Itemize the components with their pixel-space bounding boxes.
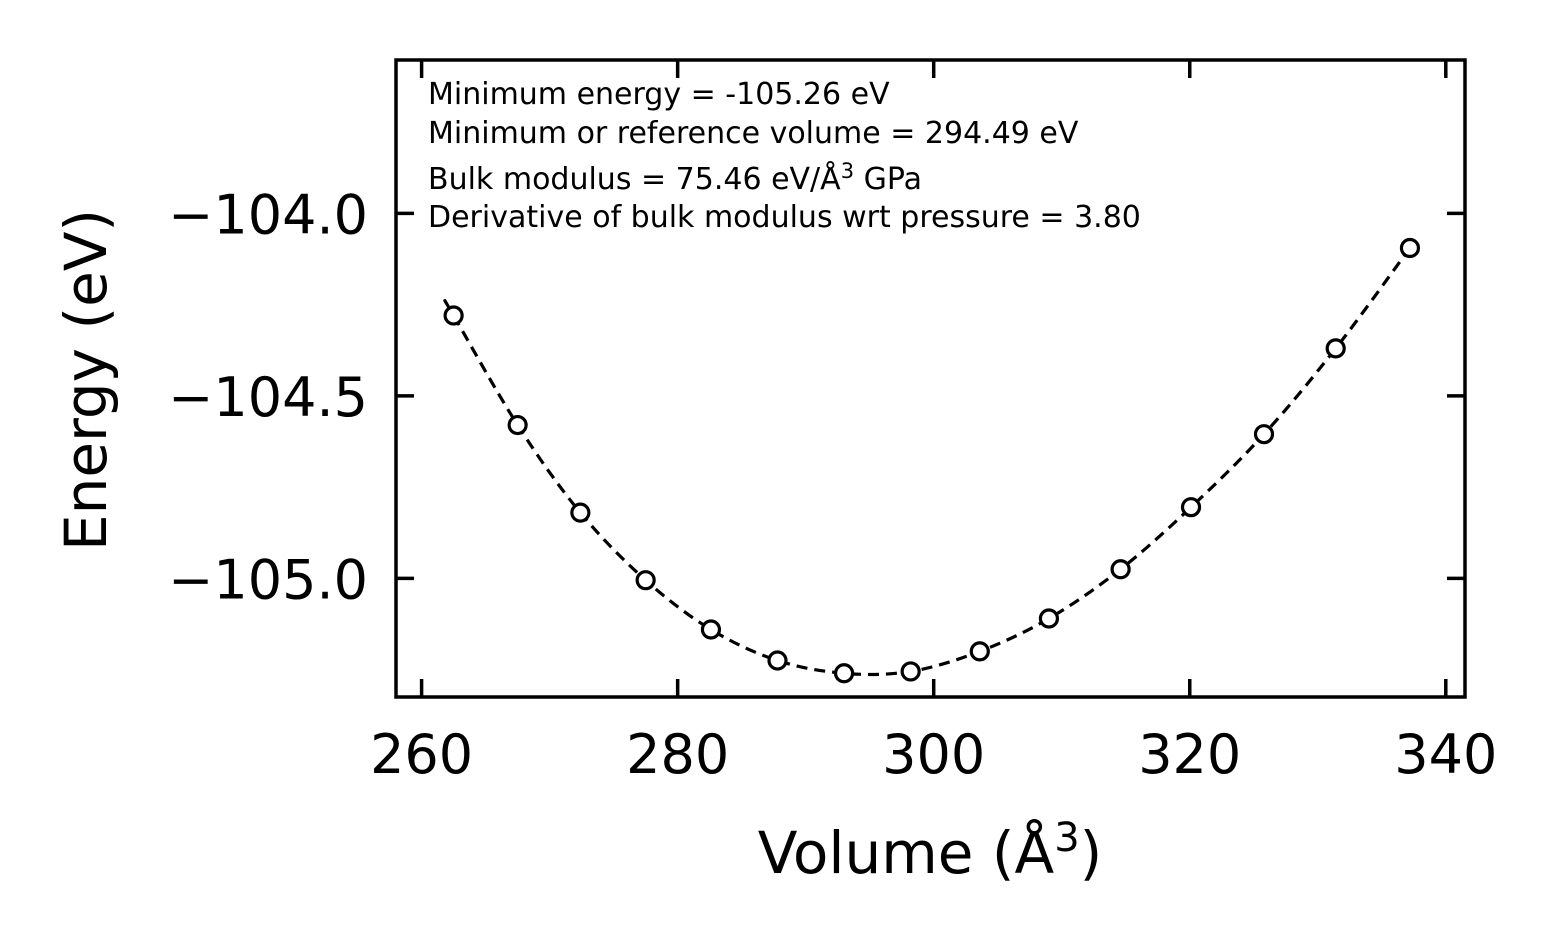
y-axis-label: Energy (eV) — [52, 209, 120, 551]
annotation-bulk-modulus-text: Bulk modulus = 75.46 eV/Å — [428, 161, 841, 197]
data-point — [635, 570, 656, 591]
annotation-bulk-modulus-unit: GPa — [854, 162, 922, 197]
data-point — [969, 641, 990, 662]
annotation-derivative: Derivative of bulk modulus wrt pressure … — [428, 200, 1141, 235]
data-point — [1110, 559, 1131, 580]
x-tick-label: 320 — [1138, 723, 1241, 786]
data-point — [1038, 608, 1060, 629]
annotation-min-volume: Minimum or reference volume = 294.49 eV — [428, 116, 1079, 151]
x-axis-label-suffix: ) — [1080, 819, 1103, 887]
data-point — [1180, 497, 1202, 518]
data-point — [507, 414, 528, 436]
y-axis-ticks: −104.0 −104.5 −105.0 — [168, 183, 1465, 611]
x-axis-label-text: Volume (Å — [758, 818, 1055, 887]
data-point — [700, 619, 722, 640]
data-point — [1399, 237, 1421, 259]
y-tick-label: −104.5 — [168, 366, 368, 429]
annotation-bulk-modulus-sup: 3 — [841, 159, 854, 183]
x-axis-label-sup: 3 — [1054, 815, 1079, 861]
x-axis-label: Volume (Å3) — [758, 815, 1103, 887]
data-point — [767, 650, 788, 671]
data-point — [833, 663, 855, 684]
x-tick-label: 260 — [370, 723, 473, 786]
y-tick-label: −105.0 — [168, 548, 368, 611]
x-axis-ticks: 260 280 300 320 340 — [370, 60, 1497, 786]
x-tick-label: 300 — [882, 723, 985, 786]
plot-frame — [394, 58, 1467, 699]
annotation-bulk-modulus: Bulk modulus = 75.46 eV/Å3 GPa — [428, 159, 922, 197]
x-tick-label: 340 — [1394, 723, 1497, 786]
data-point — [1253, 424, 1275, 445]
data-points — [443, 237, 1421, 684]
x-tick-label: 280 — [626, 723, 729, 786]
annotation-min-energy: Minimum energy = -105.26 eV — [428, 77, 890, 112]
data-point — [443, 305, 464, 326]
fit-curve — [443, 247, 1412, 677]
data-point — [900, 661, 921, 682]
data-point — [570, 502, 591, 523]
data-point — [1325, 338, 1346, 359]
y-tick-label: −104.0 — [168, 183, 368, 246]
